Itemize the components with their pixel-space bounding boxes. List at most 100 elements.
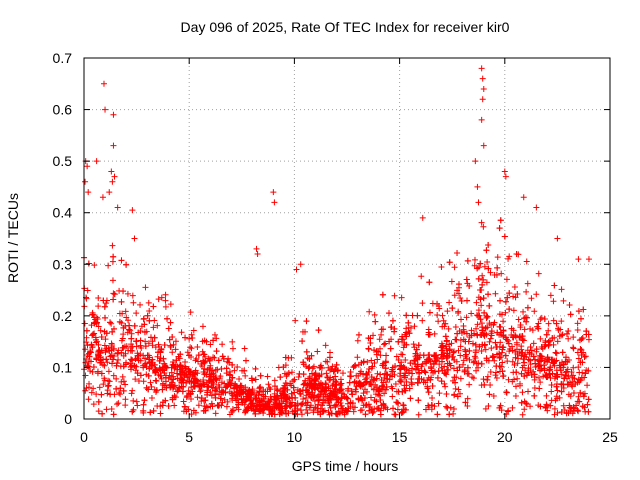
- chart-title: Day 096 of 2025, Rate Of TEC Index for r…: [181, 19, 510, 35]
- data-point: [151, 334, 158, 341]
- data-point: [217, 395, 224, 402]
- data-point: [464, 395, 471, 402]
- data-point: [327, 404, 334, 411]
- data-point: [513, 339, 520, 346]
- data-point: [580, 393, 587, 400]
- data-point: [291, 376, 298, 383]
- data-point: [570, 372, 577, 379]
- data-point: [574, 320, 581, 327]
- data-point: [109, 328, 116, 335]
- data-point: [374, 370, 381, 377]
- data-point: [505, 255, 512, 262]
- data-point: [188, 384, 195, 391]
- data-point: [512, 294, 519, 301]
- data-point: [99, 194, 106, 201]
- data-point: [103, 356, 110, 363]
- data-point: [392, 363, 399, 370]
- data-point: [461, 368, 468, 375]
- data-point: [292, 394, 299, 401]
- data-point: [455, 310, 462, 317]
- data-point: [133, 338, 140, 345]
- data-point: [172, 346, 179, 353]
- data-point: [85, 260, 92, 267]
- data-point: [585, 331, 592, 338]
- data-point: [561, 375, 568, 382]
- data-point: [378, 331, 385, 338]
- data-point: [288, 369, 295, 376]
- data-point: [410, 341, 417, 348]
- data-point: [282, 354, 289, 361]
- data-point: [509, 404, 516, 411]
- data-point: [471, 358, 478, 365]
- data-point: [339, 405, 346, 412]
- data-point: [407, 360, 414, 367]
- data-point: [564, 358, 571, 365]
- data-point: [110, 111, 117, 118]
- data-point: [557, 326, 564, 333]
- data-point: [522, 367, 529, 374]
- data-point: [142, 338, 149, 345]
- data-point: [430, 369, 437, 376]
- data-point: [245, 404, 252, 411]
- data-point: [85, 189, 92, 196]
- data-point: [463, 314, 470, 321]
- data-point: [402, 387, 409, 394]
- data-point: [252, 403, 259, 410]
- data-point: [457, 375, 464, 382]
- data-point: [575, 393, 582, 400]
- data-point: [487, 335, 494, 342]
- data-point: [84, 287, 91, 294]
- data-point: [422, 369, 429, 376]
- data-point: [446, 259, 453, 266]
- data-point: [195, 358, 202, 365]
- data-point: [448, 278, 455, 285]
- data-point: [271, 390, 278, 397]
- data-point: [280, 391, 287, 398]
- data-point: [303, 348, 310, 355]
- data-point: [153, 377, 160, 384]
- data-point: [238, 396, 245, 403]
- data-point: [411, 323, 418, 330]
- data-point: [188, 331, 195, 338]
- data-point: [131, 322, 138, 329]
- data-point: [484, 258, 491, 265]
- data-point: [253, 245, 260, 252]
- data-point: [483, 247, 490, 254]
- data-point: [174, 388, 181, 395]
- data-point: [497, 353, 504, 360]
- data-point: [551, 282, 558, 289]
- data-point: [520, 308, 527, 315]
- data-point: [477, 296, 484, 303]
- data-point: [371, 397, 378, 404]
- data-point: [567, 311, 574, 318]
- data-point: [260, 393, 267, 400]
- data-point: [90, 331, 97, 338]
- data-point: [400, 344, 407, 351]
- data-point: [350, 364, 357, 371]
- data-point: [521, 406, 528, 413]
- data-point: [527, 343, 534, 350]
- data-point: [433, 357, 440, 364]
- data-point: [241, 367, 248, 374]
- data-point: [533, 346, 540, 353]
- data-point: [585, 396, 592, 403]
- data-point: [316, 364, 323, 371]
- data-point: [460, 361, 467, 368]
- data-point: [129, 292, 136, 299]
- data-point: [558, 318, 565, 325]
- data-point: [583, 328, 590, 335]
- data-point: [457, 294, 464, 301]
- data-point: [524, 304, 531, 311]
- data-point: [213, 377, 220, 384]
- data-point: [92, 336, 99, 343]
- data-point: [372, 318, 379, 325]
- data-point: [325, 383, 332, 390]
- data-point: [187, 344, 194, 351]
- data-point: [481, 263, 488, 270]
- data-point: [442, 333, 449, 340]
- data-point: [502, 352, 509, 359]
- y-axis-label: ROTI / TECUs: [5, 193, 21, 283]
- data-point: [360, 390, 367, 397]
- data-point: [144, 312, 151, 319]
- data-point: [506, 306, 513, 313]
